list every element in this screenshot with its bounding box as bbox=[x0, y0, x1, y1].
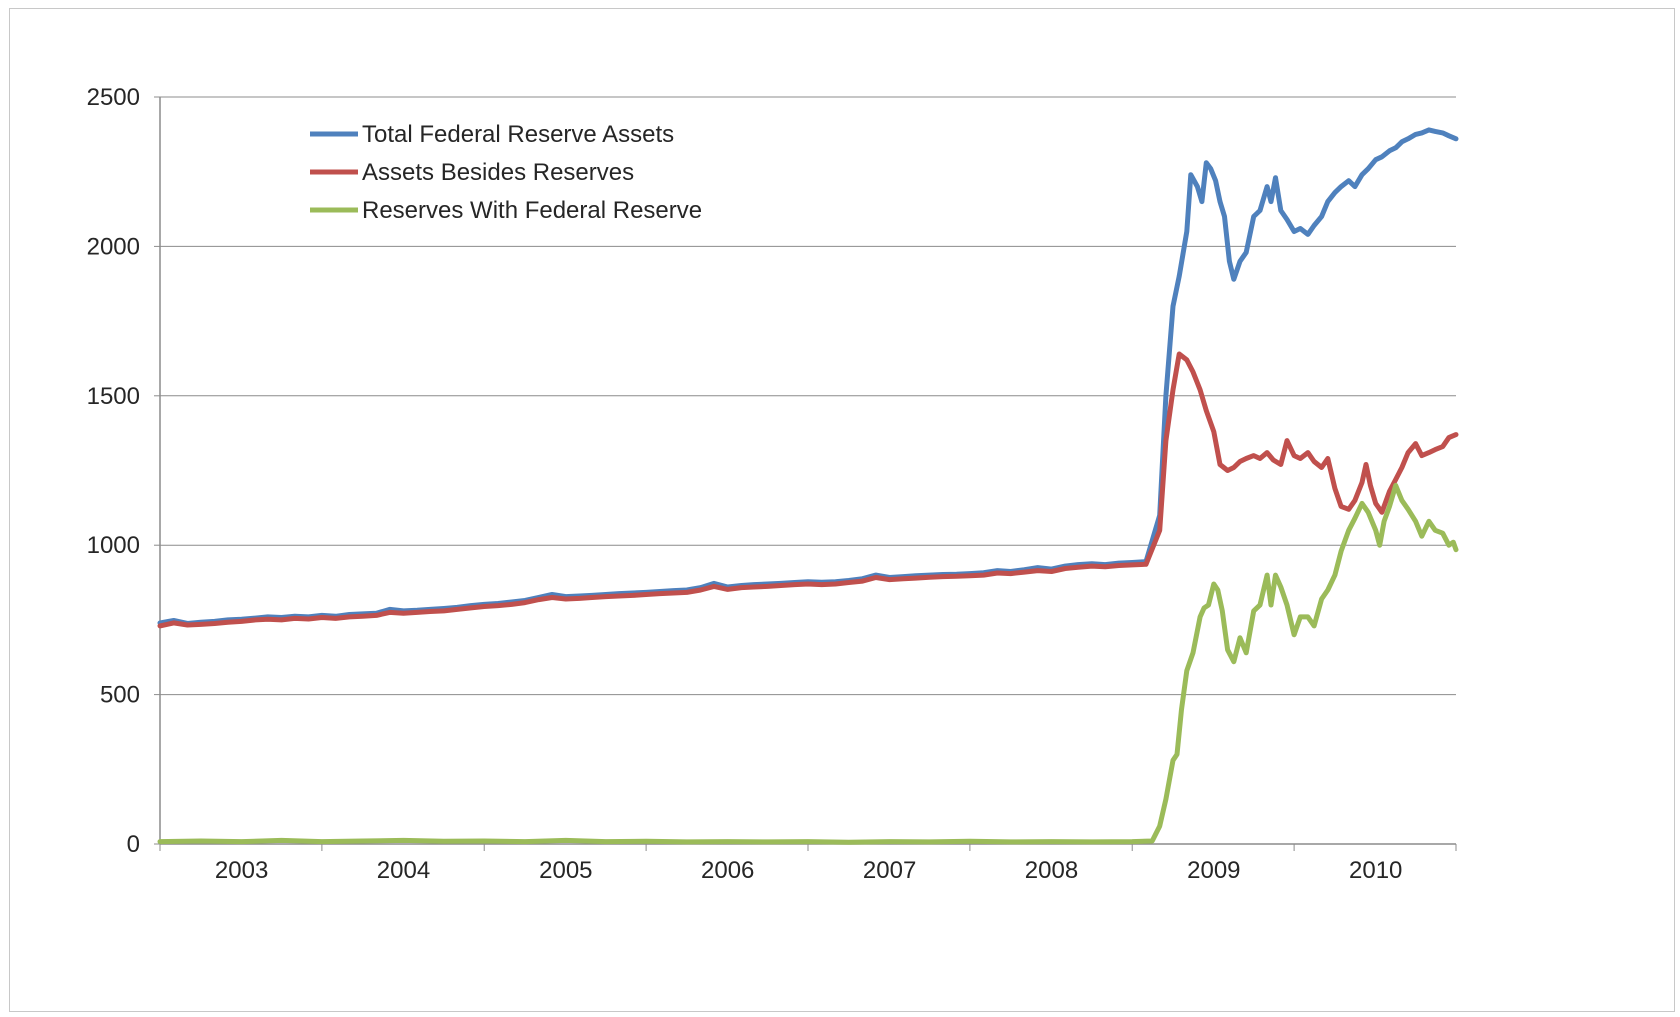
x-tick-label-2004: 2004 bbox=[377, 857, 430, 884]
series-lines bbox=[160, 130, 1456, 842]
chart-frame: 0 500 1000 1500 2000 2500 2003 2004 2005 2006 2007… bbox=[9, 8, 1675, 1012]
series-line-2 bbox=[160, 354, 1456, 626]
line-chart: 0 500 1000 1500 2000 2500 2003 2004 2005 2006 2007… bbox=[10, 9, 1676, 1013]
axes: 0 500 1000 1500 2000 2500 2003 2004 2005 2006 2007… bbox=[87, 84, 1456, 884]
x-tick-label-2009: 2009 bbox=[1187, 857, 1240, 884]
legend-label-2: Assets Besides Reserves bbox=[362, 159, 634, 186]
x-tick-label-2005: 2005 bbox=[539, 857, 592, 884]
y-tick-label: 500 bbox=[100, 682, 140, 709]
legend-label-1: Total Federal Reserve Assets bbox=[362, 121, 674, 148]
y-tick-label: 2000 bbox=[87, 233, 140, 260]
legend: Total Federal Reserve Assets Assets Besid… bbox=[310, 121, 702, 224]
series-line-1 bbox=[160, 130, 1456, 624]
x-tick-label-2003: 2003 bbox=[215, 857, 268, 884]
y-tick-label: 1000 bbox=[87, 532, 140, 559]
y-tick-label: 0 bbox=[127, 831, 140, 858]
x-tick-label-2010: 2010 bbox=[1349, 857, 1402, 884]
x-tick-label-2008: 2008 bbox=[1025, 857, 1078, 884]
series-line-3 bbox=[160, 485, 1456, 842]
y-tick-label: 1500 bbox=[87, 383, 140, 410]
legend-label-3: Reserves With Federal Reserve bbox=[362, 197, 702, 224]
x-tick-label-2006: 2006 bbox=[701, 857, 754, 884]
y-tick-label: 2500 bbox=[87, 84, 140, 111]
x-tick-label-2007: 2007 bbox=[863, 857, 916, 884]
